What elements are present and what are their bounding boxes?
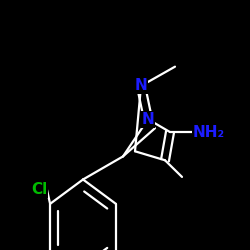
Text: N: N xyxy=(142,112,154,127)
Text: N: N xyxy=(134,78,147,94)
Text: NH₂: NH₂ xyxy=(193,124,225,140)
Text: Cl: Cl xyxy=(31,182,47,197)
